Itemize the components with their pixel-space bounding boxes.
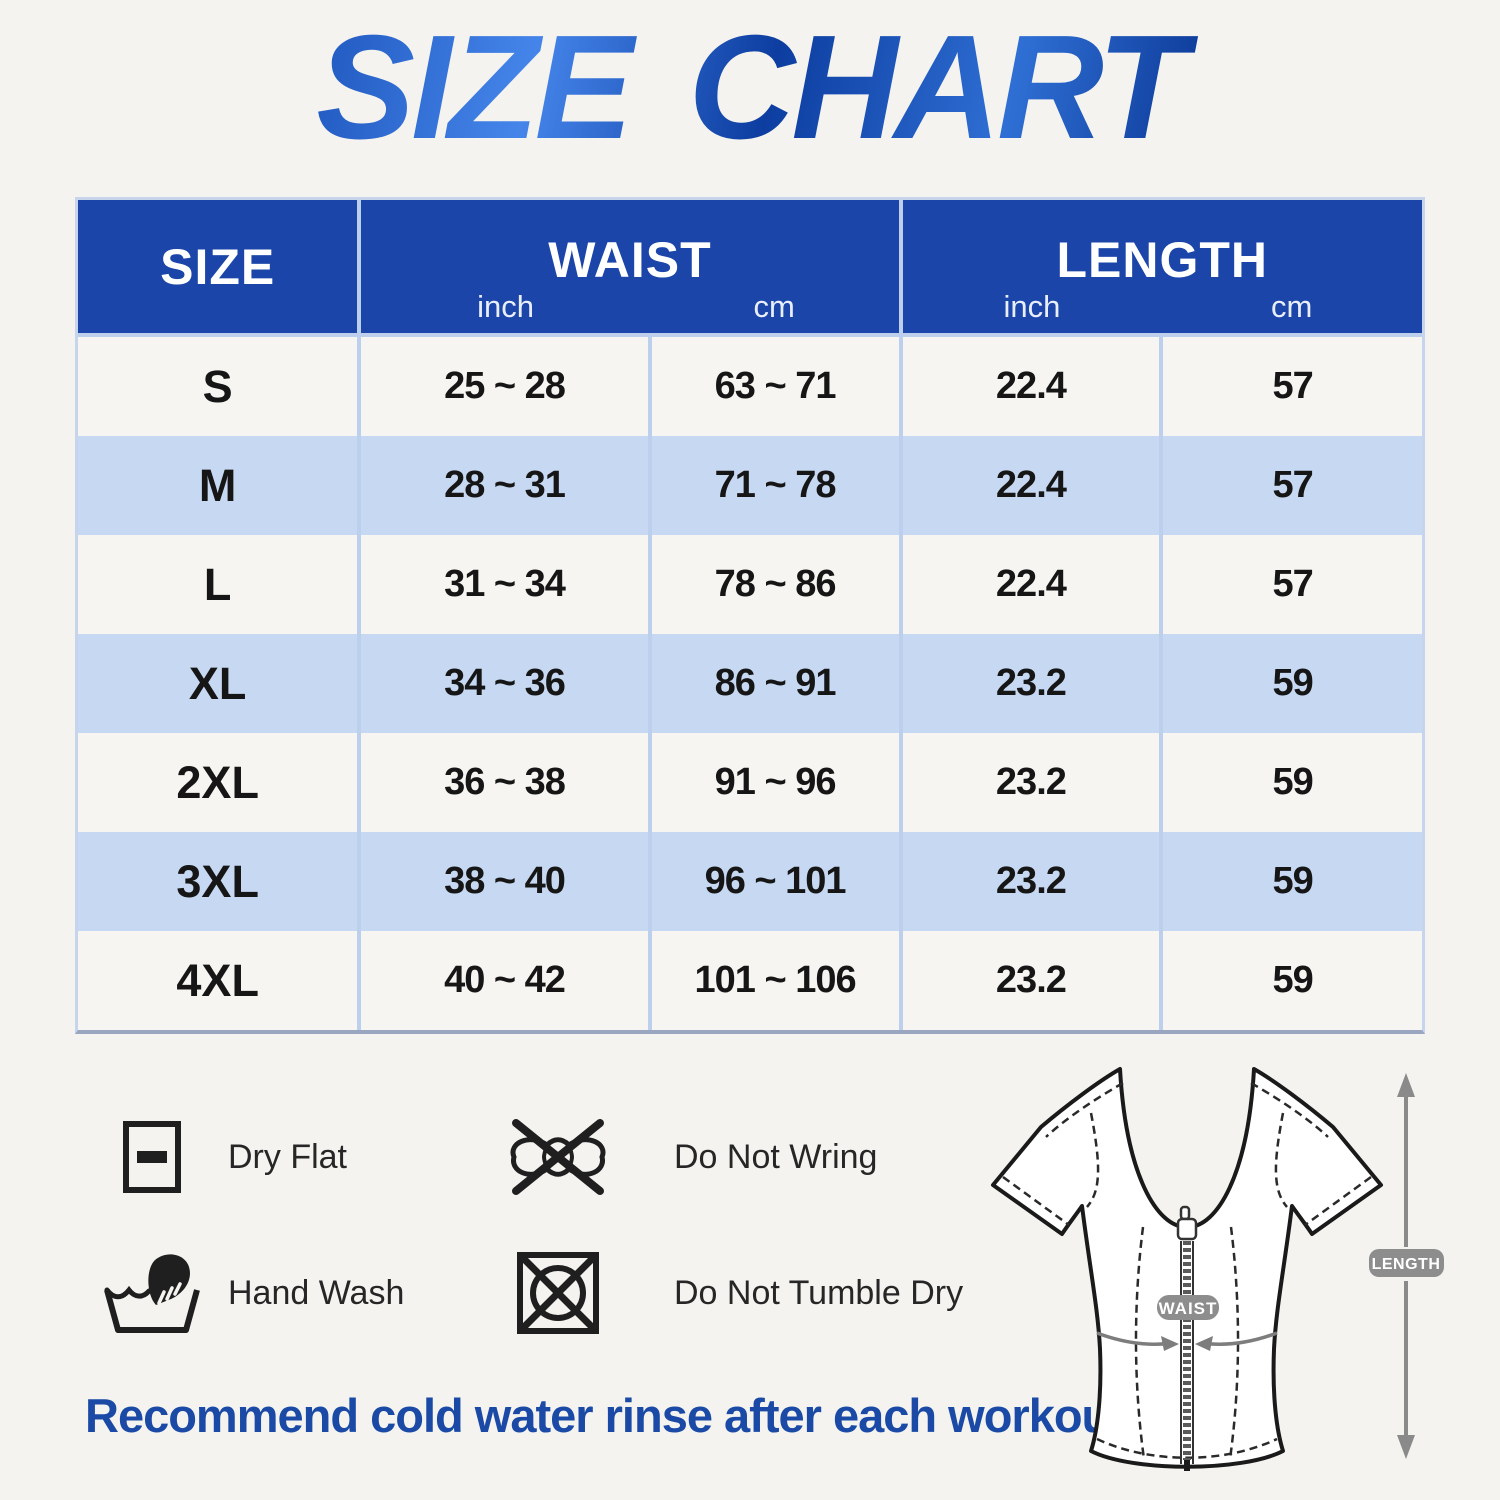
cell-length-cm: 57 [1163,535,1422,634]
dry-flat-icon [92,1119,212,1195]
header-waist-inch: inch [477,289,534,324]
cell-length-inch: 22.4 [902,436,1160,535]
cell-size: 4XL [78,931,358,1030]
cell-waist-inch: 36 ~ 38 [361,733,648,832]
cell-waist-cm: 101 ~ 106 [651,931,899,1030]
cell-length-cm: 59 [1163,733,1422,832]
header-waist-cm: cm [753,289,795,324]
cell-waist-cm: 71 ~ 78 [651,436,899,535]
note-text: Recommend cold water rinse after each wo… [85,1389,1137,1442]
care-item-dry-flat: Dry Flat [92,1112,347,1202]
cell-waist-inch: 25 ~ 28 [361,337,648,436]
cell-size: S [78,337,358,436]
care-item-do-not-tumble-dry: Do Not Tumble Dry [498,1248,963,1338]
care-label: Do Not Wring [674,1137,878,1176]
cell-size: XL [78,634,358,733]
cell-waist-cm: 63 ~ 71 [651,337,899,436]
header-length-group: LENGTH inch cm [902,200,1422,333]
cell-size: 2XL [78,733,358,832]
care-label: Dry Flat [228,1137,347,1176]
header-length: LENGTH [1056,232,1269,288]
garment-diagram: WAIST LENGTH [991,1067,1444,1471]
cell-length-cm: 59 [1163,634,1422,733]
cell-length-inch: 23.2 [902,832,1160,931]
cell-length-inch: 22.4 [902,337,1160,436]
cell-waist-inch: 31 ~ 34 [361,535,648,634]
care-item-hand-wash: Hand Wash [92,1248,404,1338]
header-length-cm: cm [1270,289,1313,324]
cell-waist-cm: 91 ~ 96 [651,733,899,832]
cell-length-inch: 23.2 [902,634,1160,733]
cell-waist-inch: 40 ~ 42 [361,931,648,1030]
cell-length-inch: 22.4 [902,535,1160,634]
length-label: LENGTH [1372,1256,1441,1273]
cell-waist-cm: 78 ~ 86 [651,535,899,634]
header-waist: WAIST [548,232,712,288]
cell-length-cm: 59 [1163,931,1422,1030]
title-wrap: SIZE CHART [0,14,1500,180]
cell-size: M [78,436,358,535]
cell-waist-inch: 34 ~ 36 [361,634,648,733]
care-label: Hand Wash [228,1273,405,1312]
cell-length-inch: 23.2 [902,733,1160,832]
cell-length-inch: 23.2 [902,931,1160,1030]
cell-length-cm: 59 [1163,832,1422,931]
table-body: S 25 ~ 28 63 ~ 71 22.4 57 M 28 ~ 31 71 ~… [78,337,1422,1030]
cell-size: L [78,535,358,634]
hand-wash-icon [92,1250,212,1336]
care-label: Do Not Tumble Dry [674,1273,964,1312]
cell-size: 3XL [78,832,358,931]
table-header: SIZE WAIST inch cm LENGTH inch cm [78,200,1422,333]
header-waist-group: WAIST inch cm [361,200,899,333]
care-item-do-not-wring: Do Not Wring [498,1112,877,1202]
page-title: SIZE CHART [302,14,1197,180]
header-length-inch: inch [1003,289,1061,324]
header-size: SIZE [78,200,358,333]
cell-waist-inch: 38 ~ 40 [361,832,648,931]
cell-length-cm: 57 [1163,337,1422,436]
cell-waist-cm: 86 ~ 91 [651,634,899,733]
waist-label: WAIST [1159,1299,1218,1318]
do-not-wring-icon [498,1115,618,1199]
cell-waist-inch: 28 ~ 31 [361,436,648,535]
do-not-tumble-dry-icon [498,1249,618,1337]
cell-waist-cm: 96 ~ 101 [651,832,899,931]
cell-length-cm: 57 [1163,436,1422,535]
size-table: SIZE WAIST inch cm LENGTH inch cm S 25 ~… [75,197,1425,1034]
